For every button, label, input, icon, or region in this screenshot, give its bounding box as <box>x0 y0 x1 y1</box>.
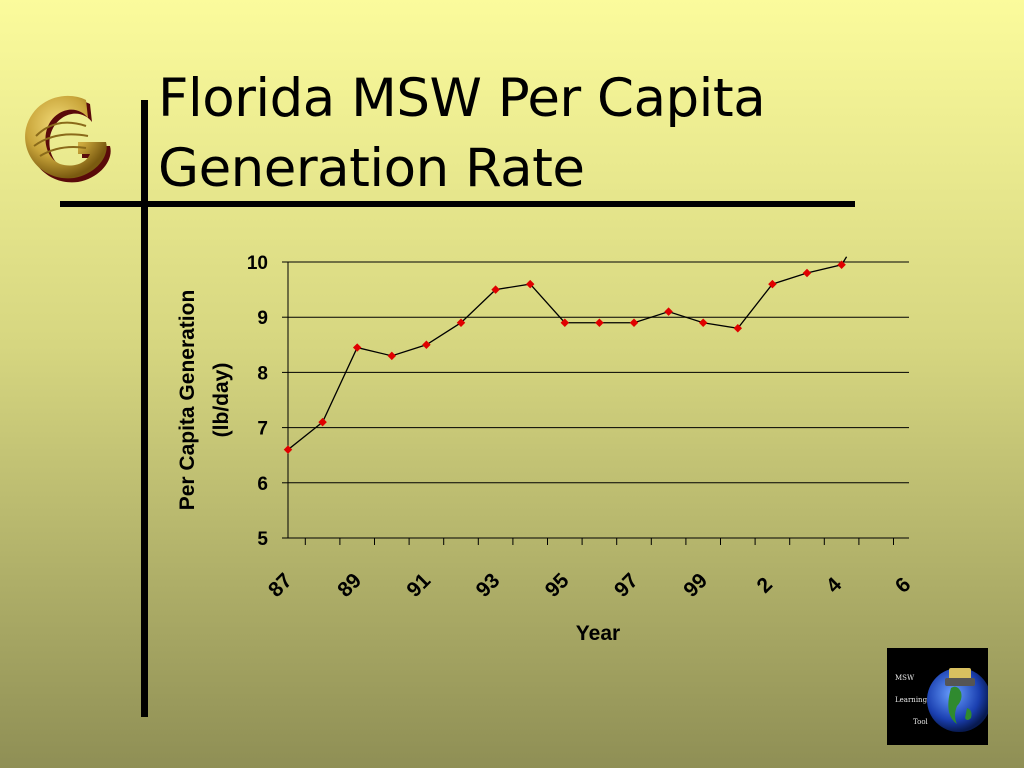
data-point-03 <box>837 260 846 270</box>
y-axis-label-line-1: Per Capita Generation <box>176 290 199 511</box>
x-tick-label-87: 87 <box>264 569 297 602</box>
title-underline <box>60 201 855 207</box>
data-point-98 <box>664 307 673 316</box>
x-axis-label: Year <box>576 622 620 645</box>
y-tick-label-8: 8 <box>257 363 268 384</box>
badge-line-2: Learning <box>895 696 928 704</box>
y-axis-ticks: 5 6 7 8 9 10 <box>247 253 288 550</box>
y-tick-label-6: 6 <box>257 474 268 495</box>
axes <box>287 262 909 539</box>
data-point-00 <box>733 323 743 333</box>
vertical-rule <box>141 100 148 717</box>
msw-learning-tool-badge: MSW Learning Tool <box>887 648 988 745</box>
x-tick-label-93: 93 <box>472 569 505 602</box>
data-point-01 <box>768 279 777 289</box>
data-point-91 <box>422 340 431 350</box>
data-point-96 <box>595 318 604 327</box>
data-point-97 <box>629 318 639 327</box>
x-axis-ticks: 87 89 91 93 95 97 99 2 4 6 <box>264 538 915 602</box>
globe-bulldozer-icon <box>927 668 988 732</box>
x-tick-label-97: 97 <box>610 569 643 602</box>
x-tick-label-99: 99 <box>679 569 712 602</box>
data-point-90 <box>387 351 397 361</box>
y-axis-label-line-2: (lb/day) <box>210 363 233 438</box>
x-tick-label-4: 4 <box>822 573 847 598</box>
x-tick-label-89: 89 <box>333 569 366 602</box>
data-point-95 <box>560 318 570 327</box>
y-tick-label-10: 10 <box>247 253 268 274</box>
y-tick-label-9: 9 <box>257 308 268 329</box>
data-point-02 <box>802 268 812 278</box>
x-tick-label-2: 2 <box>753 573 778 598</box>
badge-line-3: Tool <box>913 718 928 726</box>
y-tick-label-5: 5 <box>257 529 268 550</box>
y-tick-label-7: 7 <box>257 419 268 440</box>
x-tick-label-95: 95 <box>541 569 574 602</box>
data-point-92 <box>456 318 466 327</box>
data-point-87 <box>283 445 293 454</box>
x-tick-label-6: 6 <box>891 573 916 598</box>
title-line-2: Generation Rate <box>158 138 585 199</box>
data-point-94 <box>525 279 535 289</box>
title-line-1: Florida MSW Per Capita <box>158 68 766 129</box>
grid <box>288 261 909 539</box>
series-line <box>287 256 848 451</box>
data-point-99 <box>698 318 708 327</box>
data-point-88 <box>318 417 327 427</box>
data-markers <box>283 260 846 454</box>
badge-line-1: MSW <box>895 674 915 682</box>
data-point-93 <box>491 285 500 294</box>
slide-title: Florida MSW Per Capita Generation Rate <box>158 64 766 204</box>
data-point-89 <box>352 343 362 352</box>
pegasus-logo-icon <box>25 95 111 183</box>
x-tick-label-91: 91 <box>402 569 435 602</box>
